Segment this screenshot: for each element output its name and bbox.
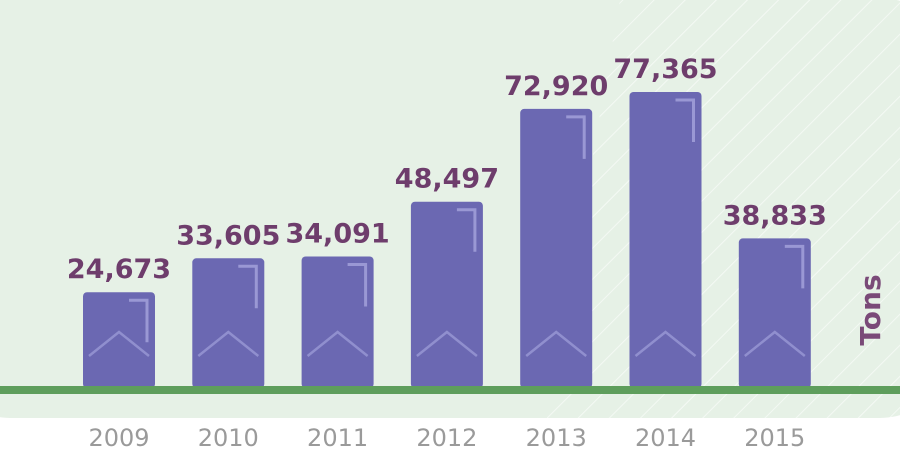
bar-decoration [744,330,806,357]
bar-decoration [129,298,149,343]
data-label-2011: 34,091 [285,218,389,249]
bar-group-2014 [629,92,702,388]
bar-decoration [347,262,368,307]
x-tick-label-2013: 2013 [526,424,587,452]
bar-decoration [238,264,258,309]
bar-2015 [738,238,811,388]
data-label-2012: 48,497 [395,164,499,195]
y-axis-title: Tons [854,274,887,345]
bar-2011 [301,256,374,388]
data-label-2015: 38,833 [723,200,827,231]
bar-group-2013 [520,108,593,388]
bar-decoration [197,330,260,357]
bar-group-2011 [301,256,374,388]
bar-group-2012 [410,201,483,388]
bars-layer [83,92,811,388]
bar-group-2010 [192,258,265,388]
bar-2014 [629,92,702,388]
data-label-2013: 72,920 [504,71,608,102]
x-tick-label-2014: 2014 [635,424,696,452]
bar-decoration [456,208,477,252]
bar-2012 [410,201,483,388]
bar-decoration [416,330,478,357]
bar-decoration [566,115,586,159]
bar-2010 [192,258,265,388]
bar-decoration [675,98,695,142]
data-label-2014: 77,365 [613,54,717,85]
bar-group-2009 [83,292,155,388]
x-tick-label-2012: 2012 [416,424,477,452]
x-tick-label-2011: 2011 [307,424,368,452]
bar-2009 [83,292,155,388]
x-tick-label-2015: 2015 [744,424,805,452]
bar-decoration [784,244,805,289]
bar-decoration [88,330,150,357]
bar-group-2015 [738,238,811,388]
bar-decoration [306,330,369,357]
x-axis-baseline [0,386,900,394]
x-tick-label-2010: 2010 [198,424,259,452]
data-label-2009: 24,673 [67,254,171,285]
bar-decoration [634,330,697,357]
x-tick-labels-layer: 2009 2010 2011 2012 2013 2014 2015 [88,424,805,452]
bar-decoration [525,330,587,357]
data-label-2010: 33,605 [176,220,280,251]
x-tick-label-2009: 2009 [88,424,149,452]
bar-2013 [520,108,593,388]
